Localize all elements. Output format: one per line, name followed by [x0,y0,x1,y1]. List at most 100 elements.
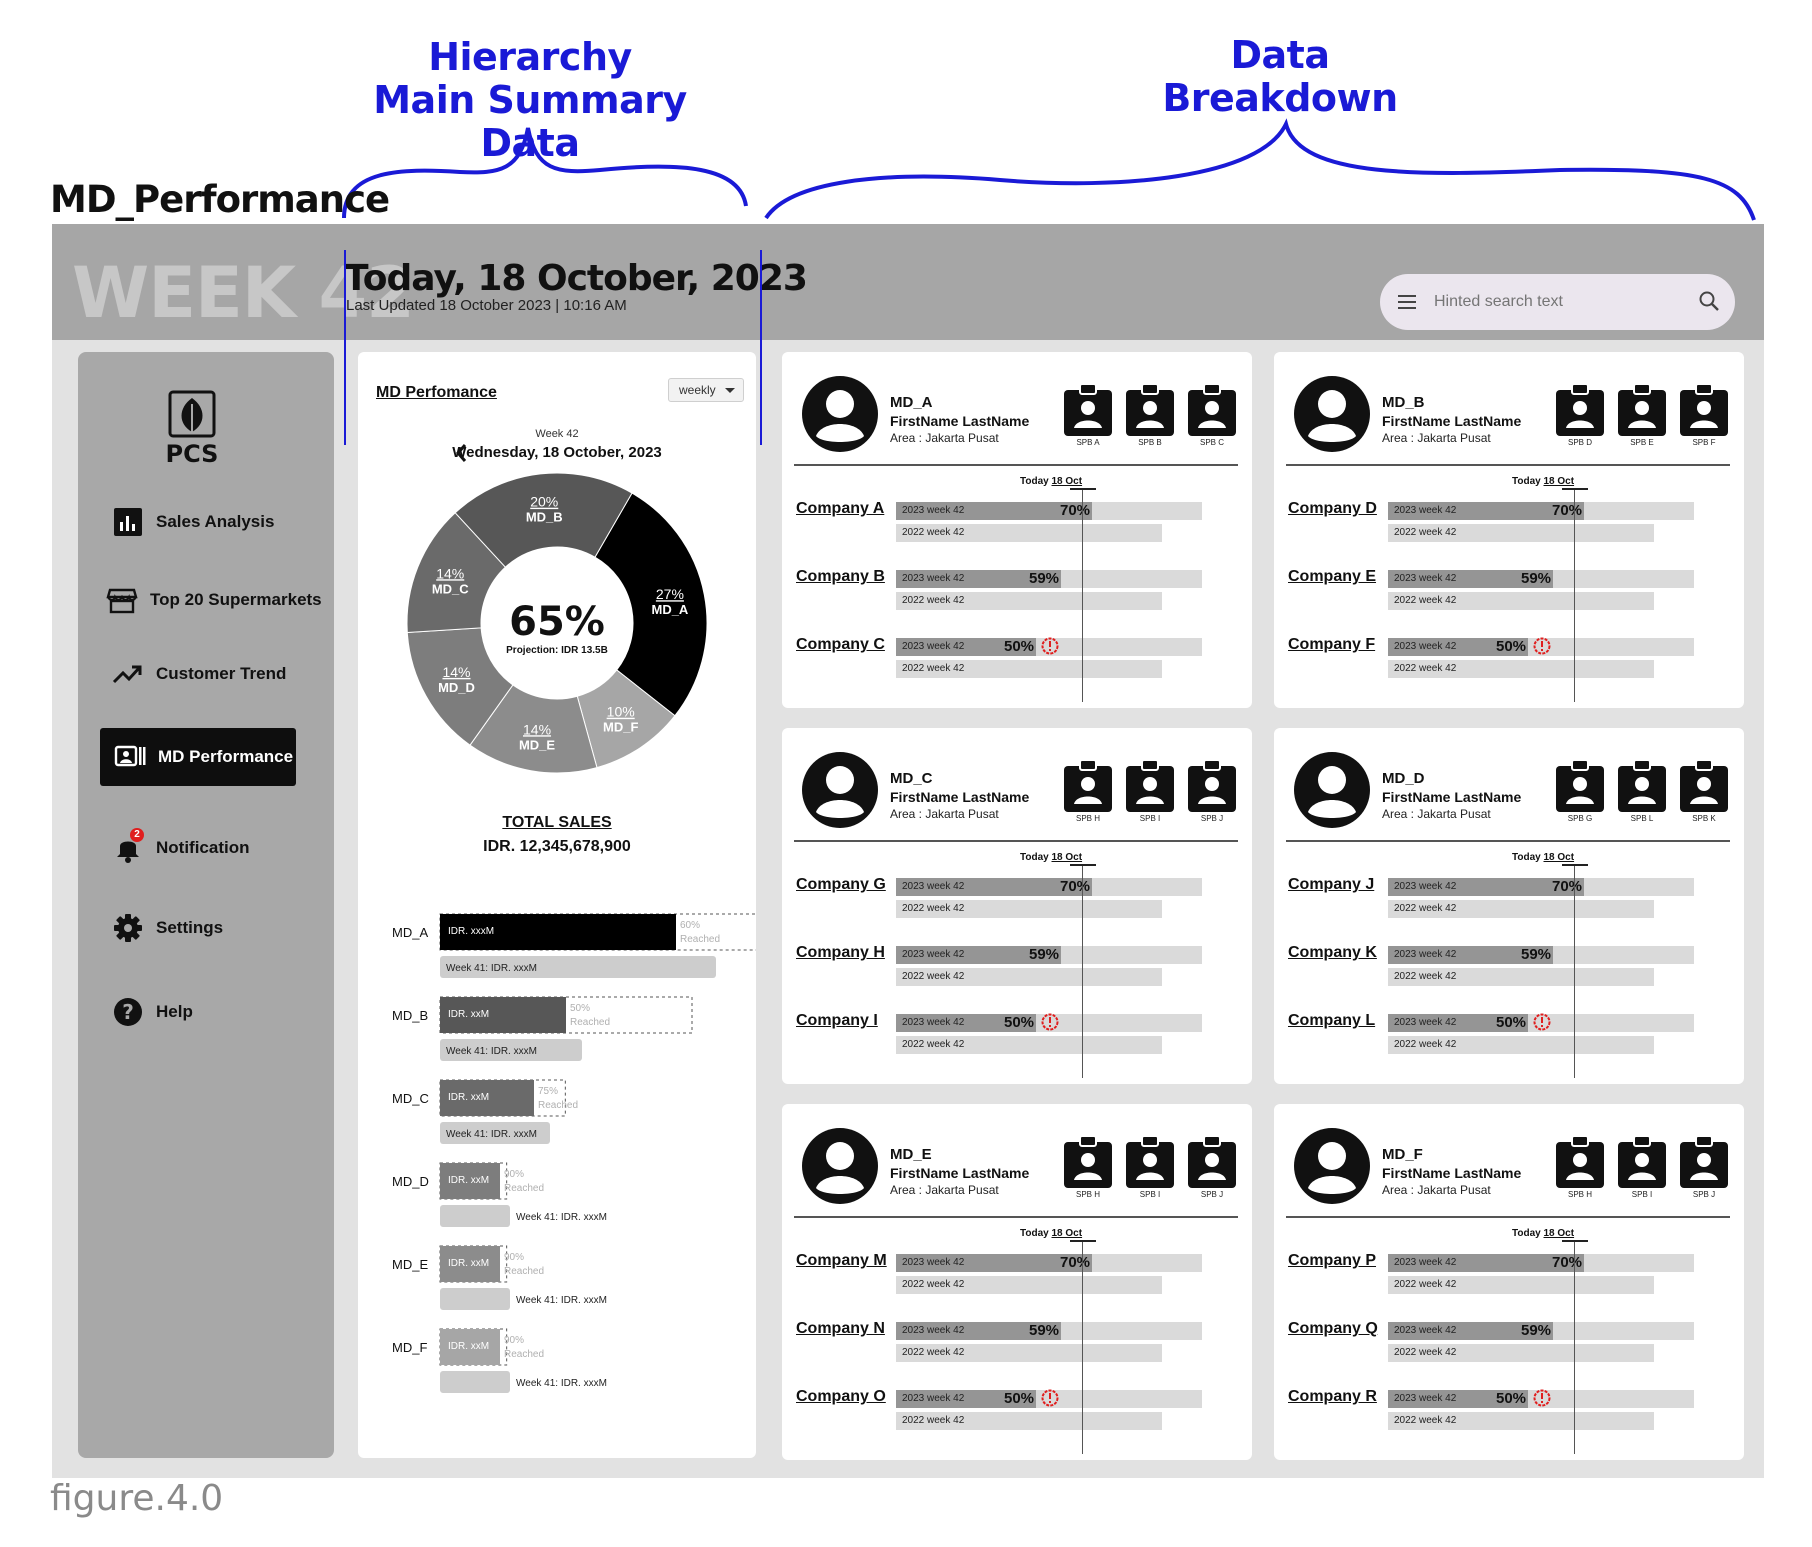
company-bar-current-label: 2023 week 42 [1394,1393,1457,1404]
md-bar-reached-pct: 90% [504,1335,524,1346]
md-bar-current [440,1163,500,1199]
spb-badge[interactable]: SPB J [1186,758,1238,823]
company-bar-previous-label: 2022 week 42 [902,1039,965,1050]
company-link[interactable]: Company R [1288,1388,1377,1405]
nav-md-performance[interactable]: MD Performance [100,728,296,786]
annotation-breakdown-line2: Breakdown [1162,76,1398,120]
company-bar-pct: 70% [1552,878,1583,895]
spb-badge[interactable]: SPB G [1554,758,1606,823]
company-link[interactable]: Company K [1288,944,1377,961]
nav-top-20-supermarkets[interactable]: Top 20 Supermarkets [106,578,322,622]
company-bar-current-label: 2023 week 42 [902,505,965,516]
spb-badge[interactable]: SPB J [1186,1134,1238,1199]
company-link[interactable]: Company J [1288,876,1375,893]
nav-sales-analysis[interactable]: Sales Analysis [112,500,274,544]
spb-badge[interactable]: SPB I [1124,1134,1176,1199]
alert-icon[interactable] [1532,636,1552,656]
spb-badge[interactable]: SPB H [1062,758,1114,823]
summary-week: Week 42 [535,428,579,440]
nav-customer-trend[interactable]: Customer Trend [112,652,286,696]
company-link[interactable]: Company N [796,1320,885,1337]
nav-customer-trend-label: Customer Trend [156,664,287,683]
md-share-donut-chart: 27%MD_A10%MD_F14%MD_E14%MD_D14%MD_C20%MD… [406,472,708,774]
spb-badge[interactable]: SPB E [1616,382,1668,447]
company-bar-previous-label: 2022 week 42 [902,1415,965,1426]
company-link[interactable]: Company E [1288,568,1377,585]
today-date: 18 Oct [1051,476,1083,487]
person-badge-icon [1064,1135,1112,1188]
company-link[interactable]: Company D [1288,500,1377,517]
company-link[interactable]: Company B [796,568,885,585]
person-badge-icon [1188,759,1236,812]
logo-text: PCS [166,440,219,468]
company-bar-pct: 70% [1060,878,1091,895]
alert-icon[interactable] [1532,1388,1552,1408]
spb-badge[interactable]: SPB A [1062,382,1114,447]
md-bar-reached-label: Reached [538,1100,578,1111]
spb-badge[interactable]: SPB F [1678,382,1730,447]
chevron-left-icon[interactable] [454,442,468,464]
spb-badge[interactable]: SPB J [1678,1134,1730,1199]
spb-label: SPB H [1567,1190,1592,1199]
spb-badge[interactable]: SPB K [1678,758,1730,823]
today-date: 18 Oct [1051,852,1083,863]
company-link[interactable]: Company A [796,500,885,517]
company-bar-pct: 59% [1521,1322,1552,1339]
company-link[interactable]: Company F [1288,636,1376,653]
nav-settings[interactable]: Settings [112,906,223,950]
company-bar-previous-label: 2022 week 42 [902,663,965,674]
company-link[interactable]: Company I [796,1012,878,1029]
spb-badge[interactable]: SPB I [1124,758,1176,823]
guide-line-left [344,250,346,445]
spb-badge[interactable]: SPB D [1554,382,1606,447]
bar-chart-icon [114,508,142,536]
menu-icon[interactable] [1398,294,1418,310]
company-link[interactable]: Company H [796,944,885,961]
md-bar-current [440,997,566,1033]
nav-top-20-label: Top 20 Supermarkets [150,590,322,609]
trending-up-icon [112,665,142,684]
nav-help[interactable]: ? Help [112,990,193,1034]
spb-badge[interactable]: SPB H [1062,1134,1114,1199]
alert-icon[interactable] [1040,636,1060,656]
md-bar-reached-label: Reached [680,934,720,945]
company-bar-previous-label: 2022 week 42 [902,971,965,982]
company-link[interactable]: Company C [796,636,885,653]
company-link[interactable]: Company O [796,1388,886,1405]
spb-badge[interactable]: SPB L [1616,758,1668,823]
spb-badge[interactable]: SPB B [1124,382,1176,447]
today-tick [1070,1240,1096,1242]
company-link[interactable]: Company M [796,1252,887,1269]
spb-badge[interactable]: SPB I [1616,1134,1668,1199]
today-tick [1562,488,1588,490]
company-bar-current-label: 2023 week 42 [902,1257,965,1268]
today-line [1082,1242,1083,1454]
alert-icon[interactable] [1040,1388,1060,1408]
md-bar-row-md-c: MD_C IDR. xxM 75% Reached Week 41: IDR. xxxM [392,1079,578,1144]
md-bar-reached-label: Reached [570,1017,610,1028]
search-bar[interactable] [1380,274,1735,330]
avatar-icon [1294,752,1370,828]
md-bar-previous [440,1039,582,1061]
nav-notification[interactable]: 2 Notification [112,826,250,870]
spb-label: SPB G [1567,814,1593,823]
search-icon[interactable] [1698,290,1720,312]
spb-badge[interactable]: SPB C [1186,382,1238,447]
donut-center-value: 65% [509,599,605,645]
company-link[interactable]: Company Q [1288,1320,1378,1337]
spb-badge[interactable]: SPB H [1554,1134,1606,1199]
search-input[interactable] [1434,288,1684,316]
period-dropdown[interactable]: weekly [668,378,744,402]
avatar-icon [1294,1128,1370,1204]
company-bar-previous-label: 2022 week 42 [1394,971,1457,982]
company-link[interactable]: Company G [796,876,886,893]
md-bar-row-md-b: MD_B IDR. xxM 50% Reached Week 41: IDR. xxxM [392,996,693,1061]
company-bar-current [896,638,1036,656]
company-link[interactable]: Company L [1288,1012,1376,1029]
md-full-name: FirstName LastName [1382,1165,1522,1181]
md-bar-name: MD_D [392,1174,429,1189]
company-link[interactable]: Company P [1288,1252,1377,1269]
alert-icon[interactable] [1040,1012,1060,1032]
today-date: 18 Oct [1051,1228,1083,1239]
alert-icon[interactable] [1532,1012,1552,1032]
